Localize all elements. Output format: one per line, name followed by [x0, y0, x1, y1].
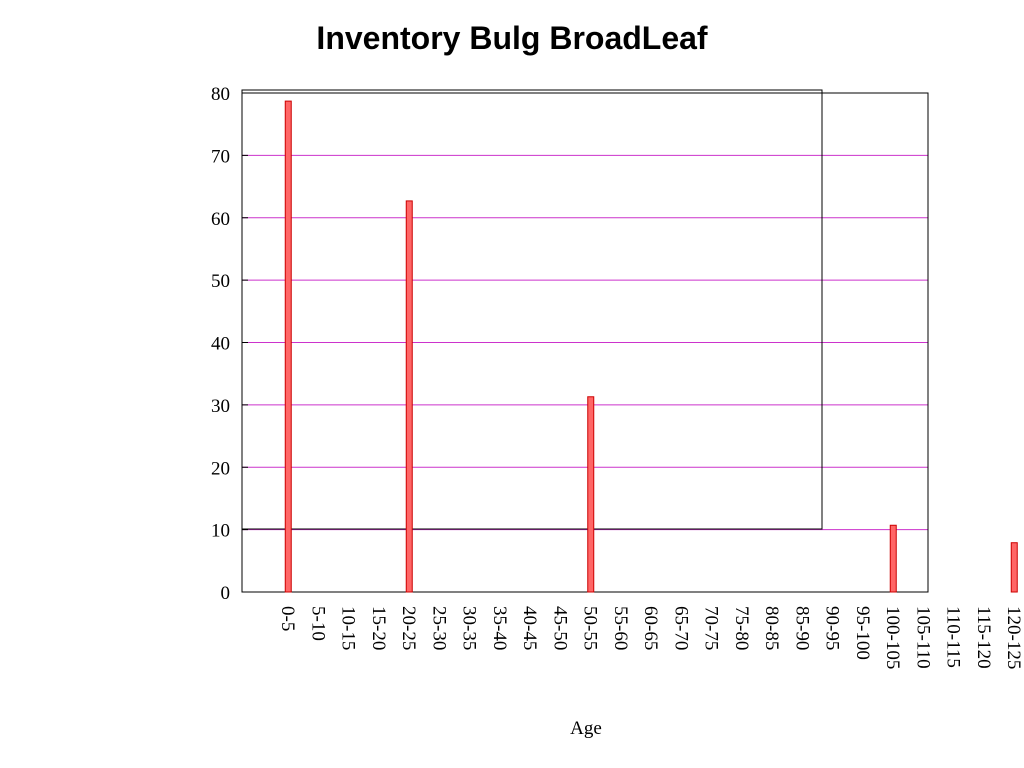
- bars: [284, 100, 1018, 593]
- x-tick-label: 5-10: [307, 606, 328, 641]
- x-tick-label: 55-60: [610, 606, 631, 650]
- x-tick-label: 10-15: [338, 606, 359, 650]
- x-tick-label: 20-25: [398, 606, 419, 650]
- bar: [587, 396, 595, 593]
- grid-lines: [242, 92, 928, 593]
- y-tick-label: 30: [211, 396, 230, 417]
- x-axis-ticks: 0-5 5-10 10-15 15-20 20-25 25-30 30-35 35-40 40-…: [277, 606, 1024, 669]
- x-tick-label: 45-50: [549, 606, 570, 650]
- inner-frame: [241, 89, 823, 530]
- x-tick-label: 50-55: [580, 606, 601, 650]
- chart-title: Inventory Bulg BroadLeaf: [316, 20, 708, 56]
- x-tick-label: 25-30: [428, 606, 449, 650]
- y-tick-label: 0: [221, 583, 231, 604]
- plot-frame: [241, 89, 929, 593]
- x-tick-label: 85-90: [791, 606, 812, 650]
- y-tick-label: 80: [211, 84, 230, 105]
- y-tick-label: 50: [211, 271, 230, 292]
- x-tick-label: 95-100: [852, 606, 873, 660]
- x-tick-label: 80-85: [761, 606, 782, 650]
- bar: [284, 100, 292, 593]
- y-tick-label: 20: [211, 458, 230, 479]
- x-tick-label: 0-5: [277, 606, 298, 631]
- y-tick-label: 10: [211, 521, 230, 542]
- y-tick-label: 40: [211, 334, 230, 355]
- x-tick-label: 60-65: [640, 606, 661, 650]
- x-axis-label: Age: [570, 718, 602, 739]
- x-tick-label: 30-35: [459, 606, 480, 650]
- x-tick-label: 105-110: [912, 606, 933, 669]
- x-tick-label: 65-70: [670, 606, 691, 650]
- bar: [405, 200, 413, 593]
- bar: [1010, 542, 1018, 593]
- x-tick-label: 115-120: [973, 606, 994, 669]
- x-tick-label: 70-75: [701, 606, 722, 650]
- y-axis-ticks: 0 10 20 30 40 50 60 70 80: [211, 84, 248, 604]
- x-tick-label: 15-20: [368, 606, 389, 650]
- x-tick-label: 35-40: [489, 606, 510, 650]
- y-tick-label: 60: [211, 209, 230, 230]
- x-tick-label: 100-105: [882, 606, 903, 669]
- y-tick-label: 70: [211, 146, 230, 167]
- x-tick-label: 110-115: [943, 606, 964, 668]
- x-tick-label: 75-80: [731, 606, 752, 650]
- bar: [889, 524, 897, 593]
- x-tick-label: 90-95: [822, 606, 843, 650]
- x-tick-label: 40-45: [519, 606, 540, 650]
- x-tick-label: 120-125: [1003, 606, 1024, 669]
